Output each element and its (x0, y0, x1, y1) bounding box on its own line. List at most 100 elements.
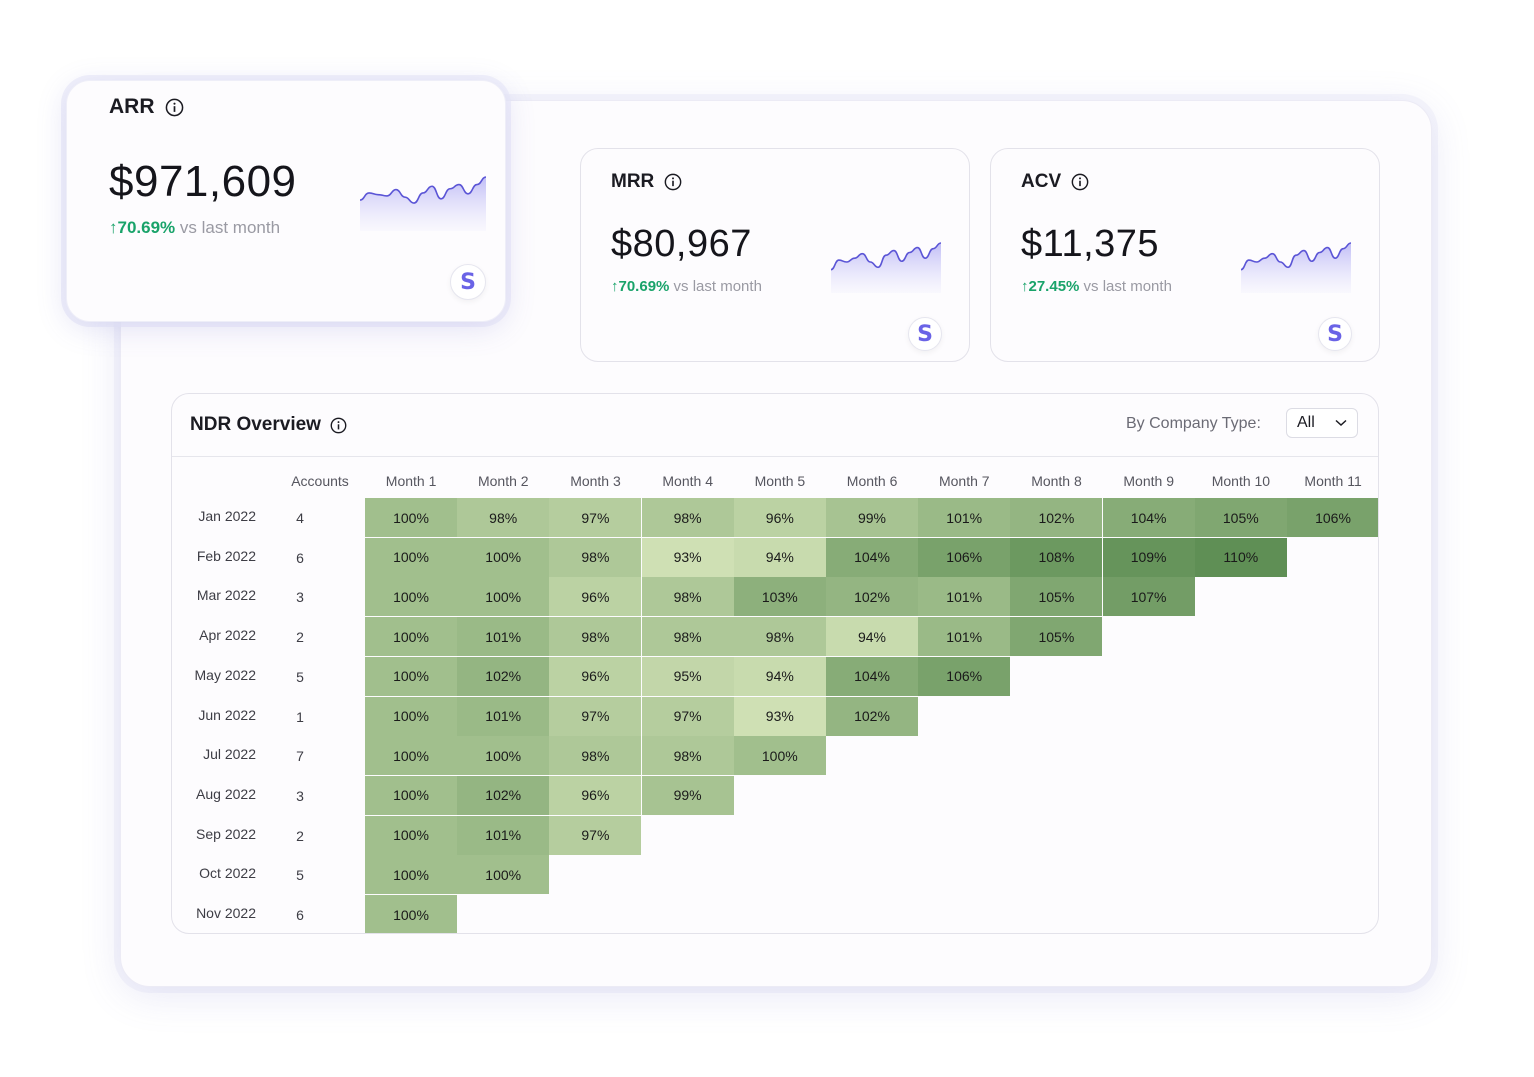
month-header: Month 10 (1211, 473, 1271, 489)
ndr-cell: 97% (641, 696, 735, 737)
ndr-cell: 107% (1102, 577, 1196, 618)
info-circle-icon[interactable] (330, 417, 347, 434)
month-header: Month 3 (570, 473, 621, 489)
ndr-cell: 100% (733, 736, 827, 777)
ndr-cell: 105% (1010, 617, 1104, 658)
month-header: Month 1 (385, 473, 437, 489)
brand-logo-icon: S (450, 264, 486, 300)
company-type-select[interactable]: All (1286, 408, 1358, 438)
ndr-cell: 93% (641, 537, 735, 578)
ndr-cell: 100% (365, 498, 458, 538)
ndr-cell: 94% (733, 537, 827, 578)
arrow-up-icon: ↑ (109, 218, 118, 237)
arr-title: ARR (109, 95, 184, 119)
ndr-cell: 96% (733, 498, 827, 538)
cohort-label: Jul 2022 (203, 746, 256, 763)
ndr-cell: 97% (549, 815, 643, 856)
ndr-title: NDR Overview (190, 414, 347, 436)
sparkline-area (1241, 243, 1351, 293)
cohort-label: Aug 2022 (196, 785, 256, 802)
ndr-cell: 98% (457, 498, 551, 538)
ndr-cell: 100% (365, 855, 458, 896)
brand-logo-icon: S (908, 317, 942, 351)
month-header: Month 6 (846, 473, 898, 489)
arr-sparkline (359, 176, 487, 231)
ndr-cell: 100% (365, 895, 458, 933)
info-circle-icon[interactable] (165, 98, 184, 117)
ndr-cell: 104% (1102, 498, 1196, 538)
acv-change-suffix: vs last month (1083, 278, 1172, 295)
brand-letter: S (1327, 321, 1343, 347)
ndr-cell: 101% (918, 498, 1012, 538)
acv-title: ACV (1021, 171, 1089, 193)
cohort-label: Mar 2022 (196, 587, 256, 604)
ndr-cell: 102% (457, 775, 551, 816)
info-circle-icon[interactable] (1071, 173, 1089, 191)
mrr-change-value: 70.69% (618, 278, 670, 295)
cohort-accounts: 1 (296, 708, 304, 725)
mrr-title: MRR (611, 171, 682, 193)
sparkline-line (359, 176, 487, 204)
ndr-cell: 100% (365, 775, 458, 816)
cohort-accounts: 5 (296, 867, 304, 884)
ndr-cell: 102% (457, 656, 551, 697)
brand-logo-icon: S (1318, 317, 1352, 351)
ndr-cell: 102% (826, 577, 919, 618)
cohort-label: May 2022 (194, 666, 256, 683)
month-header: Month 7 (938, 473, 990, 489)
arr-change: ↑70.69% vs last month (109, 218, 280, 238)
mrr-title-text: MRR (611, 171, 655, 192)
ndr-cell: 102% (1010, 498, 1104, 538)
ndr-cell: 94% (733, 656, 827, 697)
cohort-accounts: 5 (296, 668, 304, 685)
ndr-cell: 104% (826, 656, 919, 697)
arr-card[interactable]: ARR $971,609 ↑70.69% vs last month S (66, 80, 506, 322)
info-circle-icon[interactable] (664, 173, 682, 191)
acv-value: $11,375 (1021, 223, 1160, 265)
acv-sparkline (1240, 242, 1352, 293)
ndr-cell: 100% (365, 537, 458, 578)
ndr-title-text: NDR Overview (190, 414, 321, 435)
cohort-accounts: 3 (296, 589, 304, 606)
cohort-label: Nov 2022 (196, 905, 256, 921)
ndr-cell: 98% (641, 577, 735, 618)
ndr-cell: 94% (826, 617, 919, 658)
brand-letter: S (917, 321, 933, 347)
chevron-down-icon (1335, 419, 1347, 427)
brand-letter: S (460, 269, 476, 295)
ndr-cell: 100% (365, 656, 458, 697)
ndr-cell: 98% (641, 617, 735, 658)
cohort-label: Sep 2022 (196, 825, 256, 842)
sparkline-area (360, 177, 486, 231)
arrow-up-icon: ↑ (611, 278, 619, 295)
cohort-label: Jan 2022 (198, 508, 256, 524)
ndr-cell: 95% (641, 656, 735, 697)
ndr-cell: 98% (549, 537, 643, 578)
ndr-cell: 106% (918, 537, 1012, 578)
ndr-cell: 109% (1102, 537, 1196, 578)
ndr-cell: 101% (457, 696, 551, 737)
ndr-cell: 98% (549, 736, 643, 777)
ndr-cell: 100% (365, 696, 458, 737)
ndr-cell: 100% (365, 577, 458, 618)
accounts-header: Accounts (291, 473, 349, 489)
cohort-accounts: 7 (296, 748, 304, 765)
cohort-accounts: 2 (296, 827, 304, 844)
mrr-value: $80,967 (611, 223, 752, 265)
ndr-cell: 100% (365, 815, 458, 856)
ndr-cell: 99% (641, 775, 735, 816)
ndr-cell: 93% (733, 696, 827, 737)
mrr-card[interactable]: MRR $80,967 ↑70.69% vs last month S (580, 148, 970, 362)
ndr-cell: 98% (733, 617, 827, 658)
ndr-cell: 98% (641, 498, 735, 538)
month-header: Month 4 (662, 473, 713, 489)
company-type-label: By Company Type: (1126, 415, 1261, 432)
ndr-cell: 102% (826, 696, 919, 737)
acv-card[interactable]: ACV $11,375 ↑27.45% vs last month S (990, 148, 1380, 362)
month-header: Month 11 (1304, 473, 1362, 489)
cohort-accounts: 6 (296, 549, 304, 566)
ndr-cell: 110% (1194, 537, 1288, 578)
month-header: Month 5 (754, 473, 806, 489)
ndr-cell: 96% (549, 577, 643, 618)
sparkline-line (830, 242, 942, 271)
